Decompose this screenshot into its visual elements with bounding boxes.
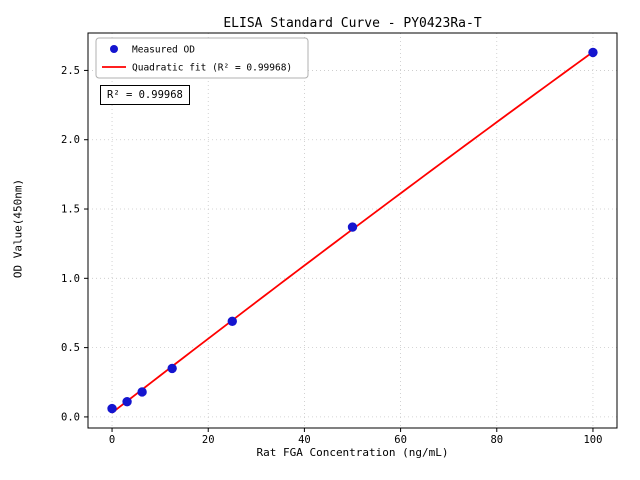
- data-point: [167, 363, 177, 374]
- y-axis-label: OD Value(450nm): [11, 178, 25, 279]
- chart-title: ELISA Standard Curve - PY0423Ra-T: [223, 16, 482, 31]
- x-tick-label: 40: [298, 434, 311, 446]
- legend-marker-measured-od: [110, 45, 118, 53]
- y-tick-label: 0.0: [61, 411, 80, 423]
- y-tick-label: 2.0: [61, 134, 80, 146]
- y-tick-label: 1.5: [61, 204, 80, 216]
- x-axis-label: Rat FGA Concentration (ng/mL): [256, 446, 449, 459]
- x-tick-label: 80: [490, 434, 503, 446]
- data-point: [122, 396, 132, 407]
- data-point: [347, 222, 358, 232]
- x-tick-label: 0: [109, 434, 115, 446]
- legend-label-measured-od: Measured OD: [132, 45, 195, 56]
- x-tick-label: 60: [394, 434, 407, 446]
- fit-line: [111, 51, 594, 414]
- data-point: [227, 316, 237, 326]
- data-point: [588, 47, 598, 58]
- data-point: [107, 403, 117, 414]
- legend-box: [95, 37, 309, 79]
- r-squared-annotation: R² = 0.99968: [100, 85, 190, 105]
- y-tick-label: 1.0: [61, 273, 80, 285]
- axes-frame: [87, 32, 618, 429]
- legend-label-quadratic-fit: Quadratic fit (R² = 0.99968): [132, 63, 292, 74]
- x-tick-label: 20: [202, 434, 215, 446]
- data-point: [137, 387, 147, 397]
- x-tick-label: 100: [583, 434, 602, 446]
- y-tick-label: 2.5: [61, 65, 80, 77]
- y-tick-label: 0.5: [61, 342, 80, 354]
